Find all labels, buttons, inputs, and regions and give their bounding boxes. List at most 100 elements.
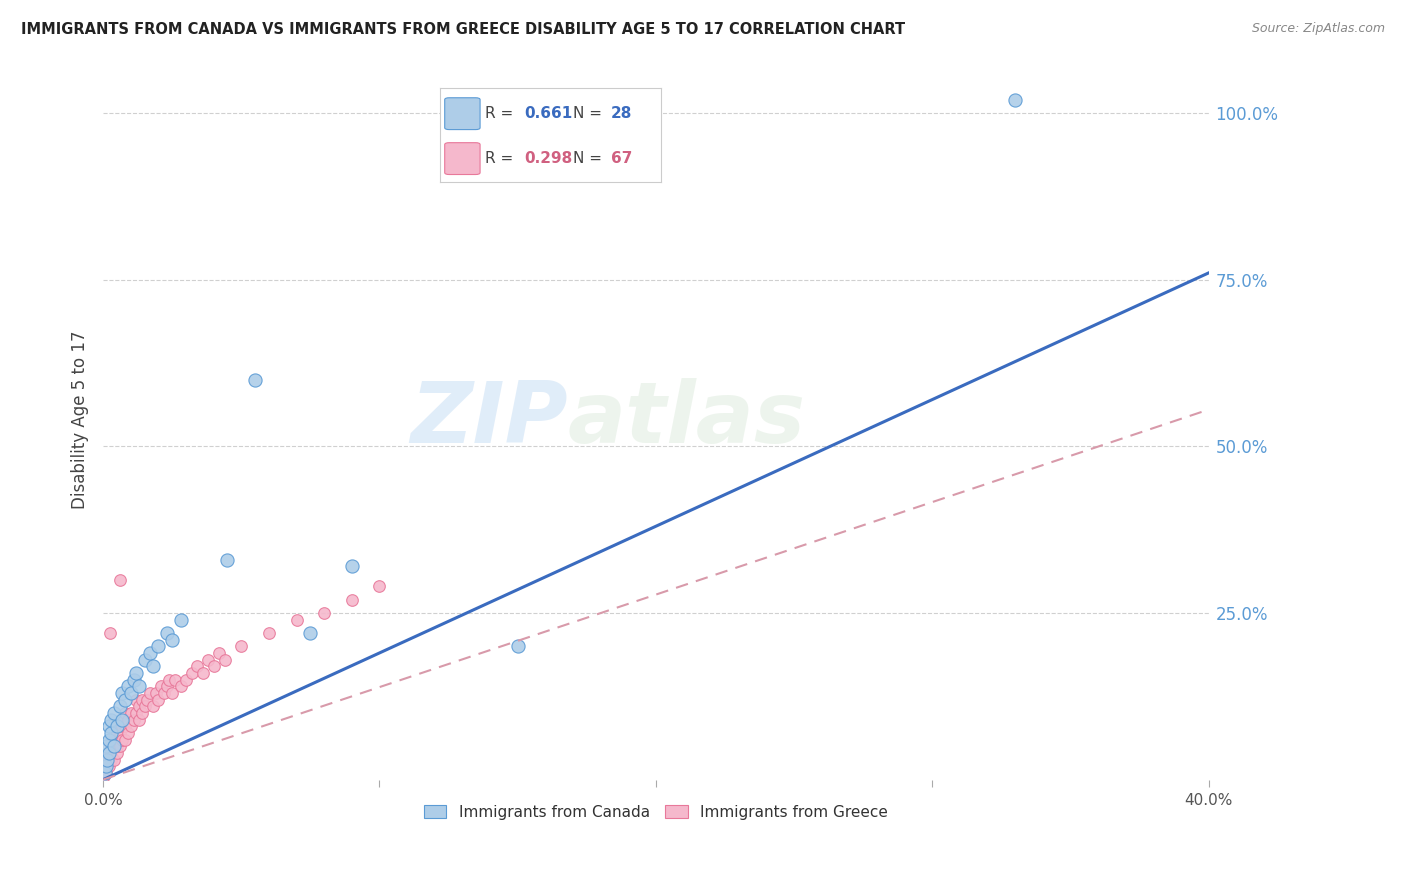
Point bbox=[169, 613, 191, 627]
Point bbox=[180, 665, 202, 680]
Point bbox=[103, 739, 125, 754]
Point bbox=[100, 739, 122, 754]
Point bbox=[97, 759, 120, 773]
Point bbox=[97, 753, 120, 767]
Point bbox=[94, 753, 117, 767]
Text: Source: ZipAtlas.com: Source: ZipAtlas.com bbox=[1251, 22, 1385, 36]
Point bbox=[96, 753, 118, 767]
Point bbox=[202, 659, 225, 673]
Point bbox=[131, 706, 153, 720]
Point bbox=[114, 692, 136, 706]
Text: atlas: atlas bbox=[568, 378, 806, 461]
Point bbox=[131, 692, 153, 706]
Point bbox=[111, 713, 134, 727]
Point bbox=[97, 746, 120, 760]
Text: IMMIGRANTS FROM CANADA VS IMMIGRANTS FROM GREECE DISABILITY AGE 5 TO 17 CORRELAT: IMMIGRANTS FROM CANADA VS IMMIGRANTS FRO… bbox=[21, 22, 905, 37]
Point bbox=[108, 573, 131, 587]
Point bbox=[114, 732, 136, 747]
Point bbox=[117, 713, 139, 727]
Point bbox=[125, 692, 148, 706]
Point bbox=[96, 753, 118, 767]
Point bbox=[111, 686, 134, 700]
Point bbox=[231, 640, 253, 654]
Point bbox=[285, 613, 308, 627]
Point bbox=[156, 626, 179, 640]
Point bbox=[93, 766, 115, 780]
Point bbox=[142, 659, 165, 673]
Point bbox=[93, 766, 115, 780]
Point bbox=[150, 679, 173, 693]
Point bbox=[108, 739, 131, 754]
Point bbox=[100, 753, 122, 767]
Point bbox=[103, 753, 125, 767]
Point bbox=[159, 673, 181, 687]
Point bbox=[128, 679, 150, 693]
Point bbox=[340, 559, 363, 574]
Point bbox=[197, 652, 219, 666]
Point bbox=[94, 759, 117, 773]
Point bbox=[105, 726, 128, 740]
Point bbox=[114, 719, 136, 733]
Point bbox=[156, 679, 179, 693]
Point bbox=[103, 732, 125, 747]
Point bbox=[103, 739, 125, 754]
Point bbox=[128, 699, 150, 714]
Point bbox=[98, 626, 121, 640]
Point bbox=[169, 679, 191, 693]
Point bbox=[97, 746, 120, 760]
Point bbox=[105, 739, 128, 754]
Point bbox=[214, 652, 236, 666]
Point bbox=[160, 686, 183, 700]
Point bbox=[122, 673, 145, 687]
Point bbox=[134, 699, 156, 714]
Point bbox=[105, 719, 128, 733]
Point bbox=[120, 706, 142, 720]
Point bbox=[208, 646, 231, 660]
Point bbox=[163, 673, 186, 687]
Point bbox=[103, 706, 125, 720]
Point bbox=[145, 686, 167, 700]
Point bbox=[139, 686, 162, 700]
Point bbox=[111, 713, 134, 727]
Point bbox=[186, 659, 208, 673]
Point bbox=[108, 726, 131, 740]
Point bbox=[114, 706, 136, 720]
Point bbox=[111, 719, 134, 733]
Point bbox=[120, 686, 142, 700]
Point bbox=[148, 640, 170, 654]
Point bbox=[191, 665, 214, 680]
Point bbox=[153, 686, 176, 700]
Point bbox=[94, 739, 117, 754]
Point bbox=[257, 626, 280, 640]
Point bbox=[340, 592, 363, 607]
Point bbox=[117, 726, 139, 740]
Point bbox=[122, 713, 145, 727]
Point bbox=[105, 746, 128, 760]
Point bbox=[93, 769, 115, 783]
Point bbox=[142, 699, 165, 714]
Point bbox=[368, 579, 391, 593]
Point bbox=[97, 719, 120, 733]
Point bbox=[136, 692, 159, 706]
Point bbox=[506, 640, 529, 654]
Point bbox=[108, 699, 131, 714]
Legend: Immigrants from Canada, Immigrants from Greece: Immigrants from Canada, Immigrants from … bbox=[418, 798, 894, 826]
Point bbox=[314, 606, 336, 620]
Point bbox=[217, 552, 239, 566]
Point bbox=[100, 726, 122, 740]
Point bbox=[94, 759, 117, 773]
Point bbox=[148, 692, 170, 706]
Point bbox=[94, 766, 117, 780]
Point bbox=[174, 673, 197, 687]
Point bbox=[160, 632, 183, 647]
Point bbox=[125, 706, 148, 720]
Point bbox=[134, 652, 156, 666]
Point bbox=[128, 713, 150, 727]
Point bbox=[117, 679, 139, 693]
Point bbox=[1004, 93, 1026, 107]
Point bbox=[120, 719, 142, 733]
Point bbox=[96, 759, 118, 773]
Point bbox=[100, 713, 122, 727]
Point bbox=[125, 665, 148, 680]
Point bbox=[243, 373, 266, 387]
